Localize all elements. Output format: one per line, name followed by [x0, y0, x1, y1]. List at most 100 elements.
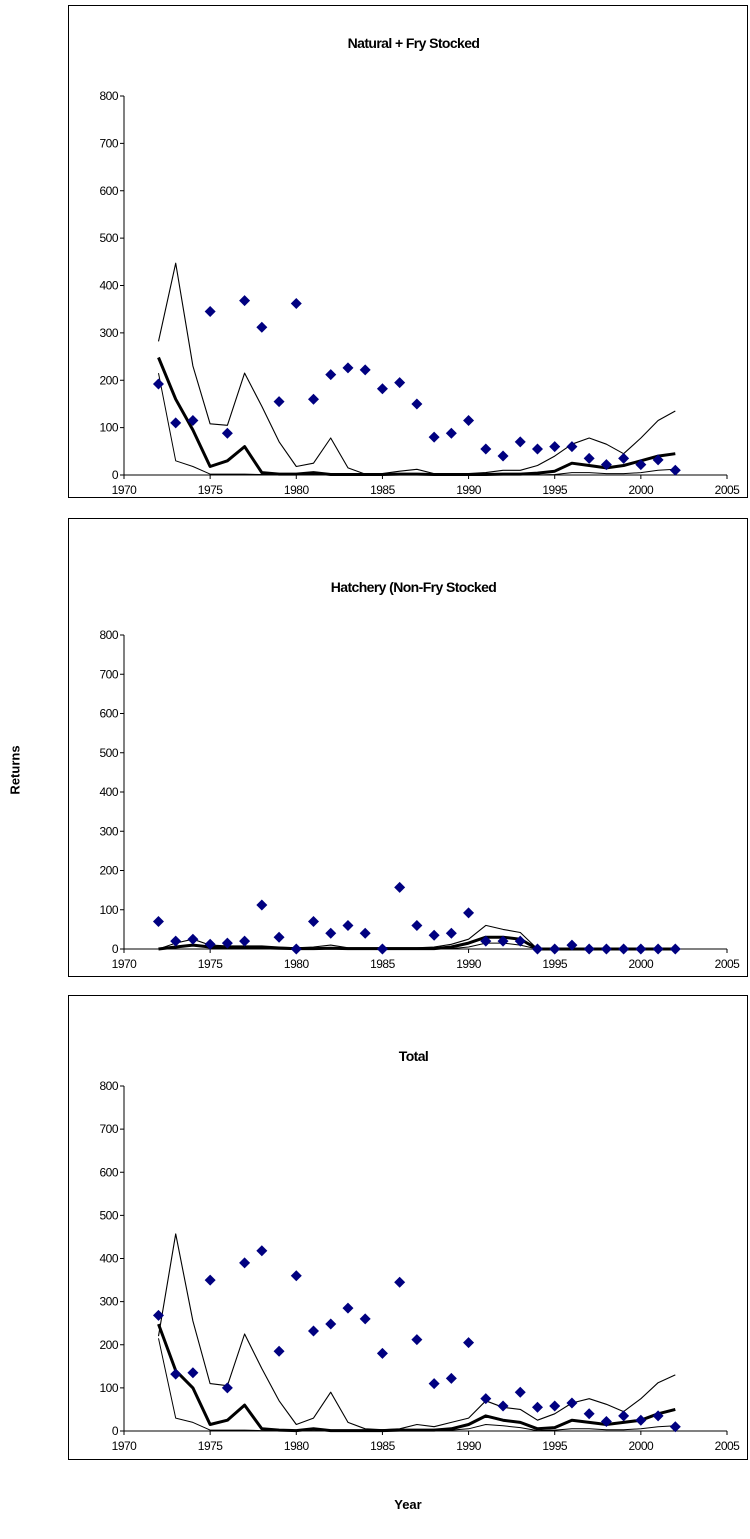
- observed-point: [221, 1382, 233, 1394]
- observed-point: [376, 1347, 388, 1359]
- y-tick-label: 700: [99, 667, 118, 681]
- observed-point: [325, 369, 337, 381]
- y-tick-label: 700: [99, 136, 118, 150]
- y-tick-label: 0: [112, 1424, 119, 1438]
- x-tick-label: 1995: [542, 957, 568, 971]
- observed-point: [480, 443, 492, 455]
- observed-point: [566, 939, 578, 951]
- x-tick-label: 2005: [715, 1439, 741, 1453]
- observed-point: [290, 298, 302, 310]
- observed-point: [342, 1302, 354, 1314]
- observed-point: [566, 1397, 578, 1409]
- upper-bound-line: [157, 1233, 676, 1431]
- observed-point: [170, 417, 182, 429]
- x-tick-label: 1995: [542, 1439, 568, 1453]
- lower-bound-line: [158, 1338, 676, 1432]
- chart-title: Natural + Fry Stocked: [348, 35, 480, 51]
- observed-point: [618, 943, 630, 955]
- observed-point: [566, 441, 578, 453]
- observed-point: [583, 1408, 595, 1420]
- y-tick-label: 400: [99, 279, 118, 293]
- observed-point: [411, 1334, 423, 1346]
- chart-panel-total: Total 0 100 200 300 400 500 600 700 800 1970 1975 19…: [68, 995, 748, 1460]
- y-tick-label: 700: [99, 1122, 118, 1136]
- observed-point: [239, 935, 251, 947]
- observed-point: [463, 415, 475, 427]
- observed-point: [652, 1410, 664, 1422]
- y-tick-label: 300: [99, 326, 118, 340]
- x-tick-label: 1990: [456, 483, 482, 497]
- upper-bound-line: [157, 262, 676, 475]
- observed-point: [325, 1318, 337, 1330]
- x-tick-label: 2000: [629, 957, 655, 971]
- y-tick-label: 0: [112, 942, 119, 956]
- observed-point: [618, 452, 630, 464]
- observed-point: [256, 899, 268, 911]
- observed-point: [290, 943, 302, 955]
- y-tick-label: 300: [99, 824, 118, 838]
- chart-panel-hatchery: Hatchery (Non-Fry Stocked 0 100 200 300 400 50…: [68, 518, 748, 977]
- y-tick-label: 200: [99, 1338, 118, 1352]
- y-tick-label: 600: [99, 184, 118, 198]
- observed-point: [514, 1386, 526, 1398]
- observed-point: [394, 377, 406, 389]
- observed-point: [549, 943, 561, 955]
- y-tick-label: 100: [99, 903, 118, 917]
- y-tick-label: 100: [99, 1381, 118, 1395]
- x-tick-label: 1985: [370, 1439, 396, 1453]
- observed-point: [152, 1309, 164, 1321]
- observed-point: [187, 415, 199, 427]
- y-tick-label: 600: [99, 707, 118, 721]
- observed-point: [394, 881, 406, 893]
- chart-title: Hatchery (Non-Fry Stocked: [331, 579, 497, 595]
- observed-point: [152, 916, 164, 928]
- y-tick-label: 200: [99, 864, 118, 878]
- x-tick-label: 2000: [629, 1439, 655, 1453]
- x-tick-label: 1985: [370, 483, 396, 497]
- x-tick-label: 1980: [284, 483, 310, 497]
- observed-point: [514, 935, 526, 947]
- observed-point: [256, 1245, 268, 1257]
- observed-point: [635, 1414, 647, 1426]
- chart-panel-natural-fry-stocked: Natural + Fry Stocked 0 100 200 300 400 500 600…: [68, 5, 748, 498]
- y-tick-label: 500: [99, 231, 118, 245]
- observed-point: [221, 937, 233, 949]
- observed-point: [273, 1345, 285, 1357]
- observed-point: [170, 935, 182, 947]
- observed-point: [583, 943, 595, 955]
- observed-point: [170, 1368, 182, 1380]
- x-tick-label: 1990: [456, 957, 482, 971]
- observed-point: [531, 443, 543, 455]
- observed-point: [325, 927, 337, 939]
- y-tick-label: 200: [99, 373, 118, 387]
- observed-point: [600, 943, 612, 955]
- x-tick-label: 1970: [112, 483, 138, 497]
- observed-point: [652, 454, 664, 466]
- x-tick-label: 1990: [456, 1439, 482, 1453]
- observed-point: [359, 364, 371, 376]
- observed-point: [583, 452, 595, 464]
- observed-point: [497, 1400, 509, 1412]
- observed-point: [273, 396, 285, 408]
- lower-bound-line: [158, 373, 676, 476]
- chart-natural-fry-stocked: Natural + Fry Stocked 0 100 200 300 400 500 600…: [99, 35, 741, 497]
- x-tick-label: 2005: [715, 483, 741, 497]
- y-axis-title-wrap: Returns: [0, 730, 30, 810]
- observed-point: [600, 1416, 612, 1428]
- chart-total: Total 0 100 200 300 400 500 600 700 800 1970 1975 19…: [99, 1048, 741, 1453]
- observed-point: [549, 441, 561, 453]
- observed-point: [463, 1337, 475, 1349]
- observed-point: [256, 321, 268, 333]
- observed-point: [187, 933, 199, 945]
- observed-point: [290, 1270, 302, 1282]
- x-tick-label: 1970: [112, 957, 138, 971]
- observed-point: [652, 943, 664, 955]
- observed-point: [376, 383, 388, 395]
- observed-point: [635, 943, 647, 955]
- observed-point: [204, 1274, 216, 1286]
- y-tick-label: 400: [99, 785, 118, 799]
- observed-point: [239, 1257, 251, 1269]
- observed-point: [239, 295, 251, 307]
- y-tick-label: 800: [99, 628, 118, 642]
- observed-point: [531, 1401, 543, 1413]
